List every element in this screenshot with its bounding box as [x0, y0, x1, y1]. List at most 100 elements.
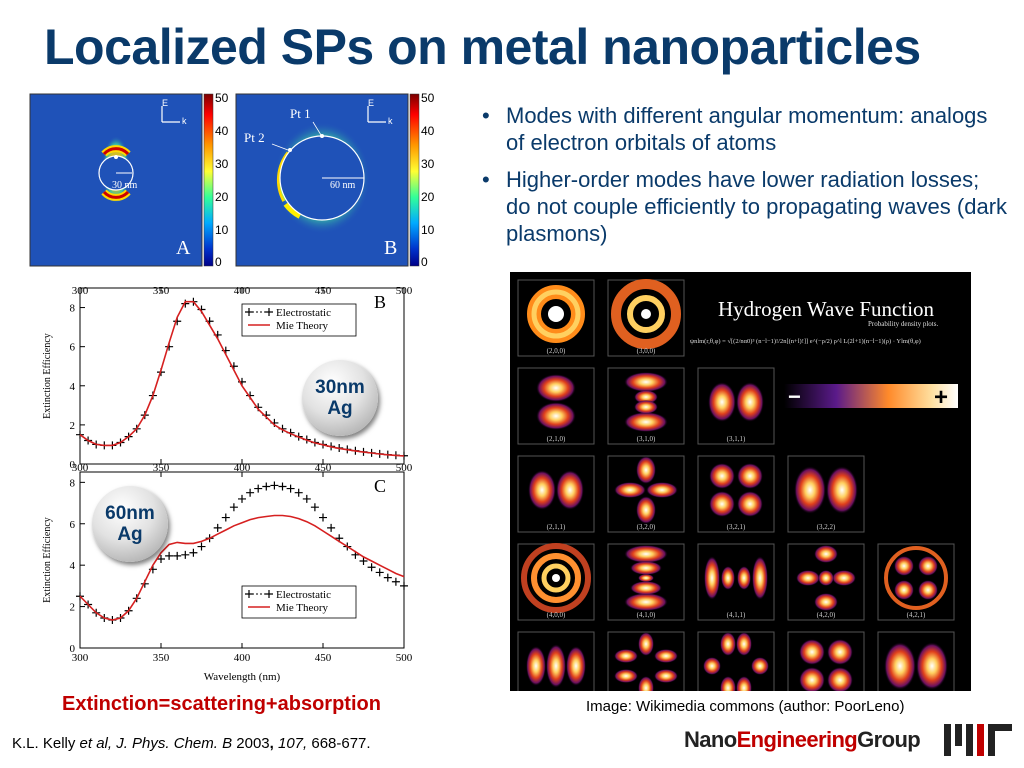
data-point-electrostatic [221, 513, 230, 522]
orbital-lobe [624, 372, 668, 392]
series-line-mie-theory [79, 514, 405, 621]
x-tick-label-top: 400 [234, 462, 251, 474]
citation-authors: K.L. Kelly [12, 735, 80, 752]
orbital-ring [541, 563, 571, 593]
orbital-lobe [720, 632, 736, 656]
orbital-cell: (4,2,0) [787, 543, 865, 621]
orbital-lobe [720, 676, 736, 691]
orbital-cell: (3,2,0) [607, 455, 685, 533]
orbital-lobe [536, 374, 576, 402]
orbital-label: (4,0,0) [547, 611, 566, 619]
field-map-a-e-label: E [162, 98, 168, 108]
mit-logo [944, 724, 1012, 756]
extinction-charts: 300 350 400 450 500 0 2 4 6 8 Extinction Efficienc… [42, 285, 413, 683]
field-map-a-scale: 30 nm [112, 180, 138, 191]
colorbar-a-tick: 10 [215, 223, 229, 237]
orbital-label: (2,1,1) [547, 523, 566, 531]
logo-group: Group [857, 727, 921, 752]
orbital-lobe [814, 545, 838, 563]
x-tick-label-top: 300 [72, 462, 89, 474]
orbital-lobe [799, 667, 825, 691]
orbital-lobe [916, 642, 948, 690]
field-map-b-scale: 60 nm [330, 180, 356, 191]
y-tick-label: 0 [70, 643, 76, 655]
legend-label: Mie Theory [276, 320, 329, 332]
orbital-lobe [827, 639, 853, 665]
orbital-lobe [636, 496, 656, 524]
orbital-cell: (4,3,1) [697, 631, 775, 691]
x-axis-label: Wavelength (nm) [204, 671, 281, 683]
x-tick-label: 450 [315, 285, 332, 297]
bubble-60nm-ag-size: 60nm [105, 503, 155, 524]
orbital-lobe [528, 470, 556, 510]
citation-comma: , [269, 735, 274, 752]
x-tick-label: 350 [153, 652, 170, 664]
orbitals-formula: ψnlm(r,θ,φ) = √[(2/nα0)³ (n−l−1)!/2n[(n+… [690, 337, 921, 345]
y-tick-label: 8 [70, 303, 76, 315]
orbital-lobe [894, 556, 914, 576]
orbital-label: (4,1,1) [727, 611, 746, 619]
data-point-electrostatic [262, 482, 271, 491]
slide-title: Localized SPs on metal nanoparticles [44, 19, 921, 75]
orbital-cell: (3,1,1) [697, 367, 775, 445]
orbital-ring [531, 553, 581, 603]
field-map-b-k-label: k [388, 116, 393, 126]
orbital-lobe [708, 382, 736, 422]
orbital-lobe [638, 632, 654, 656]
data-point-electrostatic [302, 494, 311, 503]
chart-panel-C: 300 300 350 350 400 400 450 450 500 500 0 2 4 6 8 Extin… [42, 462, 413, 683]
orbital-lobe [884, 642, 916, 690]
orbital-lobe [737, 463, 763, 489]
x-tick-label: 300 [72, 285, 89, 297]
orbital-lobe [752, 556, 768, 600]
legend-swatch-marker [245, 590, 253, 598]
orbital-lobe [636, 456, 656, 484]
data-point-electrostatic [319, 513, 327, 522]
field-map-b-pt2: Pt 2 [244, 130, 265, 145]
bubble-30nm-ag-metal: Ag [327, 398, 353, 419]
colorbar-b [409, 93, 420, 267]
x-tick-label-top: 500 [396, 462, 413, 474]
orbital-label: (2,0,0) [547, 347, 566, 355]
data-point-electrostatic [76, 430, 84, 439]
orbital-lobe [624, 412, 668, 432]
colorbar-a-tick: 20 [215, 190, 229, 204]
orbital-lobe [536, 402, 576, 430]
orbital-lobe [654, 669, 678, 683]
orbitals-colorbar [784, 384, 958, 408]
data-point-electrostatic [383, 573, 392, 582]
orbital-lobe [814, 593, 838, 611]
citation-journal: et al, J. Phys. Chem. B [79, 735, 233, 752]
orbital-cell: (4,3,0) [607, 631, 685, 691]
data-point-electrostatic [359, 557, 368, 566]
orbital-lobe [918, 580, 938, 600]
orbital-label: (3,2,2) [817, 523, 836, 531]
orbital-lobe [832, 570, 856, 586]
orbital-cell: (3,0,0) [607, 279, 685, 357]
bubble-30nm-ag-size: 30nm [315, 377, 365, 398]
orbital-ring [611, 279, 681, 349]
orbital-lobe [654, 649, 678, 663]
orbital-label: (3,0,0) [637, 347, 656, 355]
citation-pages: 668-677. [307, 735, 371, 752]
panel-label: B [374, 292, 386, 312]
orbitals-title: Hydrogen Wave Function [718, 297, 935, 321]
orbital-lobe [918, 556, 938, 576]
y-tick-label: 6 [70, 342, 76, 354]
legend-swatch-marker [265, 590, 273, 598]
data-point-electrostatic [229, 503, 238, 512]
orbital-lobe [614, 669, 638, 683]
orbital-lobe [709, 491, 735, 517]
orbital-lobe [630, 561, 662, 575]
orbital-cell: (4,1,1) [697, 543, 775, 621]
colorbar-a-tick: 40 [215, 124, 229, 138]
data-point-electrostatic [197, 542, 206, 551]
colorbar-a-tick: 30 [215, 157, 229, 171]
orbital-lobe [634, 400, 658, 414]
bullet-list: Modes with different angular momentum: a… [478, 102, 1008, 257]
orbitals-subtitle: Probability density plots. [868, 320, 938, 328]
orbital-cell: (3,2,1) [697, 455, 775, 533]
orbital-cell: (2,1,1) [517, 455, 595, 533]
y-axis-label: Extinction Efficiency [42, 517, 53, 603]
data-point-electrostatic [375, 568, 384, 577]
